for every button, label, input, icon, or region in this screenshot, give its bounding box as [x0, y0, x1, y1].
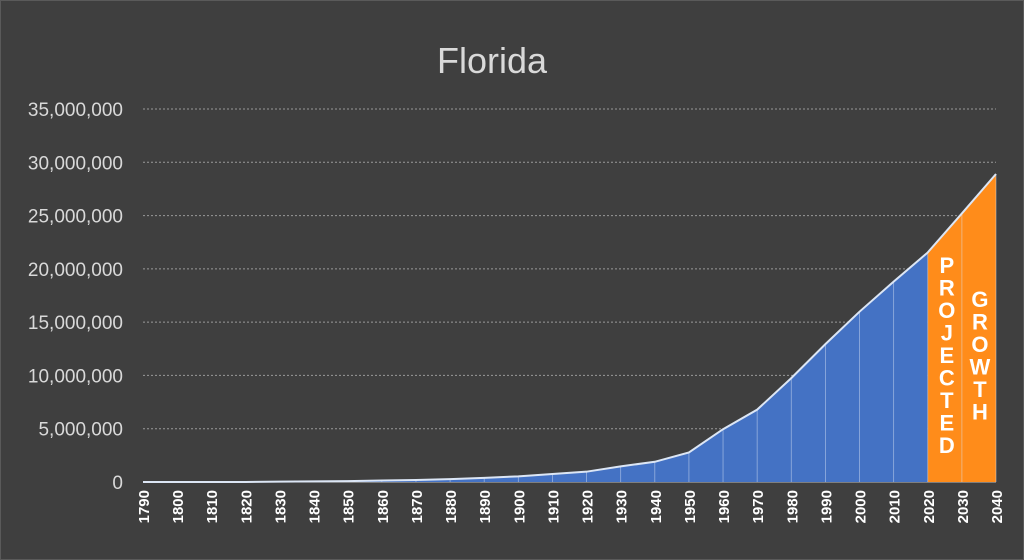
y-tick-label: 5,000,000 — [38, 420, 123, 441]
x-tick-label: 1830 — [272, 490, 289, 523]
y-tick-label: 10,000,000 — [28, 366, 123, 387]
x-tick-label: 1810 — [204, 490, 221, 523]
x-tick-label: 1960 — [716, 490, 733, 523]
y-tick-label: 20,000,000 — [28, 260, 123, 281]
historical-area — [143, 252, 928, 482]
label-layer: 0 5,000,000 10,000,000 15,000,000 20,000,000… — [28, 100, 1006, 523]
x-tick-label: 2040 — [989, 490, 1006, 523]
x-tick-label: 1910 — [545, 490, 562, 523]
x-tick-label: 1900 — [511, 490, 528, 523]
x-tick-label: 2000 — [853, 490, 870, 523]
x-tick-label: 1970 — [750, 490, 767, 523]
x-tick-label: 1890 — [477, 490, 494, 523]
x-tick-label: 1800 — [170, 490, 187, 523]
x-tick-label: 1930 — [614, 490, 631, 523]
x-tick-label: 1940 — [648, 490, 665, 523]
y-tick-label: 30,000,000 — [28, 153, 123, 174]
chart-title: Florida — [437, 40, 548, 81]
x-tick-label: 1990 — [818, 490, 835, 523]
x-tick-label: 2020 — [921, 490, 938, 523]
x-tick-label: 1820 — [238, 490, 255, 523]
x-tick-label: 1850 — [341, 490, 358, 523]
x-tick-label: 1950 — [682, 490, 699, 523]
x-tick-label: 1840 — [307, 490, 324, 523]
x-tick-label: 1870 — [409, 490, 426, 523]
area-layer — [143, 173, 997, 483]
x-tick-label: 1920 — [580, 490, 597, 523]
y-tick-label: 0 — [112, 473, 123, 494]
y-tick-label: 15,000,000 — [28, 313, 123, 334]
y-tick-label: 35,000,000 — [28, 100, 123, 121]
series-line — [143, 173, 997, 483]
y-tick-label: 25,000,000 — [28, 207, 123, 228]
x-tick-label: 1980 — [784, 490, 801, 523]
x-tick-label: 2010 — [887, 490, 904, 523]
x-tick-label: 1860 — [375, 490, 392, 523]
x-tick-label: 1790 — [136, 490, 153, 523]
x-tick-label: 1880 — [443, 490, 460, 523]
x-tick-label: 2030 — [955, 490, 972, 523]
